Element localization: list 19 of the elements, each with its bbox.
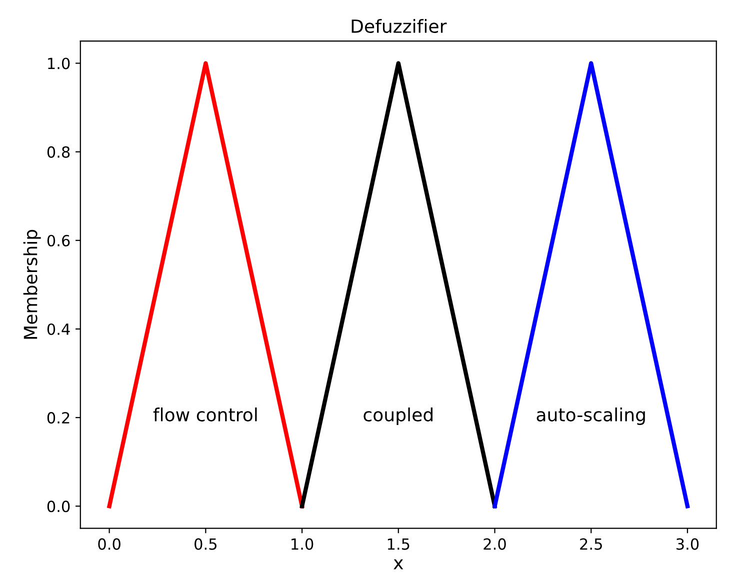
x-axis-title: x — [394, 559, 404, 570]
x-tick-label: 2.0 — [484, 538, 506, 550]
y-tick-label: 0.6 — [47, 234, 70, 246]
y-tick-label: 0.8 — [47, 146, 70, 158]
y-tick-label: 1.0 — [48, 58, 70, 70]
chart-title: Defuzzifier — [352, 19, 447, 34]
x-tick-label: 1.5 — [388, 538, 410, 550]
y-axis-title: Membership — [23, 230, 41, 339]
x-tick-label: 0.0 — [98, 538, 120, 550]
y-tick-label: 0.4 — [47, 323, 70, 336]
x-tick-label: 3.0 — [676, 538, 699, 550]
x-tick-label: 1.0 — [292, 538, 314, 550]
x-tick-label: 2.5 — [580, 538, 602, 550]
y-tick-label: 0.2 — [47, 412, 70, 424]
x-tick-label: 0.5 — [194, 538, 216, 550]
text: coupled — [364, 408, 432, 425]
y-tick-label: 0.0 — [47, 500, 70, 512]
series-label: auto-scaling — [536, 408, 645, 425]
series-label: flow control — [153, 408, 257, 422]
